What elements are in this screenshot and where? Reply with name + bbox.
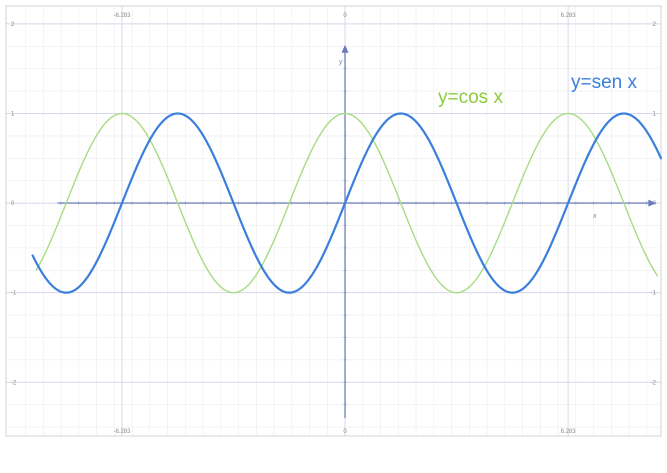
y-tick-label-left: 0	[11, 201, 15, 207]
axes	[57, 44, 657, 419]
y-axis-arrow-icon	[341, 44, 349, 53]
series-layer	[31, 112, 663, 294]
cos-curve-label: y=cos x	[438, 87, 503, 108]
tick-labels: -6.283 -6.283 0 0 6.283 6.283 2 2 1 1 0 0 -1 -1 -2 -2	[11, 13, 657, 435]
x-tick-label-bottom: 6.283	[561, 429, 577, 435]
x-axis-label: x	[592, 213, 597, 220]
x-axis-arrow-icon	[648, 199, 657, 207]
x-tick-label-bottom: 0	[343, 429, 347, 435]
y-tick-label-right: -1	[651, 291, 657, 297]
x-tick-label-bottom: -6.283	[113, 429, 131, 435]
sin-curve-label: y=sen x	[571, 72, 638, 93]
y-tick-label-left: 2	[11, 22, 15, 28]
y-tick-label-right: -2	[651, 380, 657, 386]
x-tick-label-top: 6.283	[561, 13, 577, 19]
plot-frame	[5, 5, 662, 437]
y-tick-label-left: 1	[11, 112, 15, 118]
sin-series-line	[31, 112, 663, 294]
cos-series-line	[35, 112, 659, 294]
y-tick-label-right: 0	[653, 201, 657, 207]
y-axis-label: y	[338, 59, 343, 66]
y-tick-label-left: -2	[11, 380, 17, 386]
x-tick-label-top: -6.283	[113, 13, 131, 19]
x-tick-label-top: 0	[343, 13, 347, 19]
y-tick-label-right: 1	[653, 112, 657, 118]
y-tick-label-left: -1	[11, 291, 17, 297]
y-tick-label-right: 2	[653, 22, 657, 28]
